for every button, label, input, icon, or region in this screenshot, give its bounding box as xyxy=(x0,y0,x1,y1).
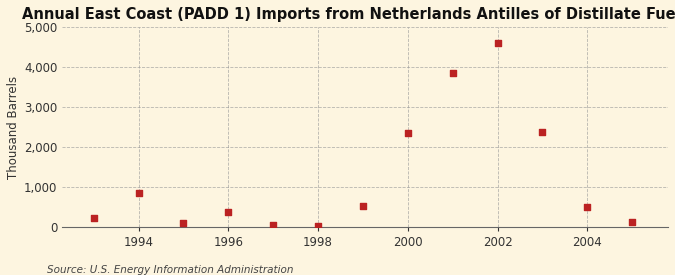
Point xyxy=(223,210,234,214)
Title: Annual East Coast (PADD 1) Imports from Netherlands Antilles of Distillate Fuel : Annual East Coast (PADD 1) Imports from … xyxy=(22,7,675,22)
Point xyxy=(133,191,144,195)
Point xyxy=(402,131,413,135)
Point xyxy=(313,223,323,228)
Y-axis label: Thousand Barrels: Thousand Barrels xyxy=(7,75,20,178)
Point xyxy=(448,71,458,75)
Point xyxy=(627,220,638,224)
Point xyxy=(582,205,593,209)
Point xyxy=(178,221,189,225)
Point xyxy=(492,41,503,45)
Text: Source: U.S. Energy Information Administration: Source: U.S. Energy Information Administ… xyxy=(47,265,294,275)
Point xyxy=(268,222,279,227)
Point xyxy=(358,204,369,208)
Point xyxy=(537,130,548,134)
Point xyxy=(88,216,99,220)
